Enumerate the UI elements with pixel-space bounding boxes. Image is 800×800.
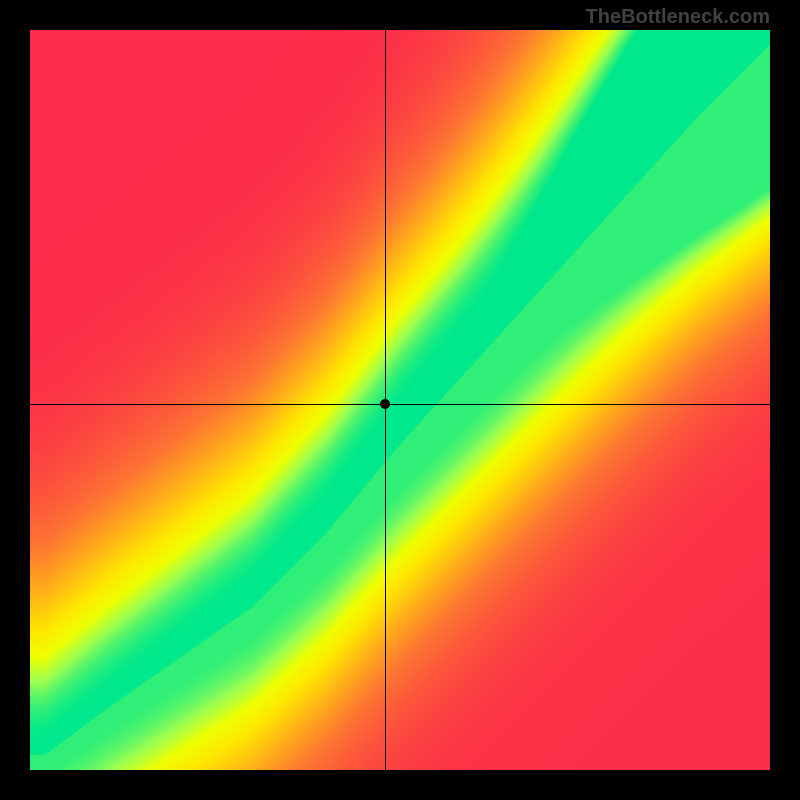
heatmap-canvas — [30, 30, 770, 770]
marker-dot — [380, 399, 390, 409]
watermark-text: TheBottleneck.com — [586, 6, 770, 29]
chart-plot-area — [30, 30, 770, 770]
crosshair-horizontal — [30, 404, 770, 405]
